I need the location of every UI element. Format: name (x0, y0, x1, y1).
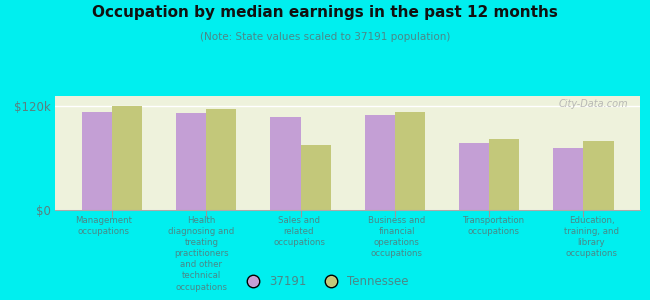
Bar (82, 112, 112, 210)
Bar (270, 117, 300, 210)
Text: Management
occupations: Management occupations (75, 216, 133, 236)
Legend: 37191, Tennessee: 37191, Tennessee (237, 270, 413, 292)
Bar (553, 148, 584, 210)
Bar (489, 139, 519, 210)
Bar (112, 106, 142, 210)
Text: Sales and
related
occupations: Sales and related occupations (273, 216, 325, 247)
Text: Education,
training, and
library
occupations: Education, training, and library occupat… (564, 216, 619, 258)
Text: Health
diagnosing and
treating
practitioners
and other
technical
occupations: Health diagnosing and treating practitio… (168, 216, 235, 292)
Bar (176, 113, 206, 210)
Text: Transportation
occupations: Transportation occupations (463, 216, 525, 236)
Bar (459, 142, 489, 210)
Bar (365, 115, 395, 210)
Bar (300, 145, 331, 210)
Bar (395, 112, 425, 210)
Text: Business and
financial
operations
occupations: Business and financial operations occupa… (368, 216, 425, 258)
Bar (206, 109, 237, 210)
Text: (Note: State values scaled to 37191 population): (Note: State values scaled to 37191 popu… (200, 32, 450, 41)
Text: City-Data.com: City-Data.com (559, 99, 629, 110)
Text: Occupation by median earnings in the past 12 months: Occupation by median earnings in the pas… (92, 4, 558, 20)
Bar (584, 141, 614, 210)
